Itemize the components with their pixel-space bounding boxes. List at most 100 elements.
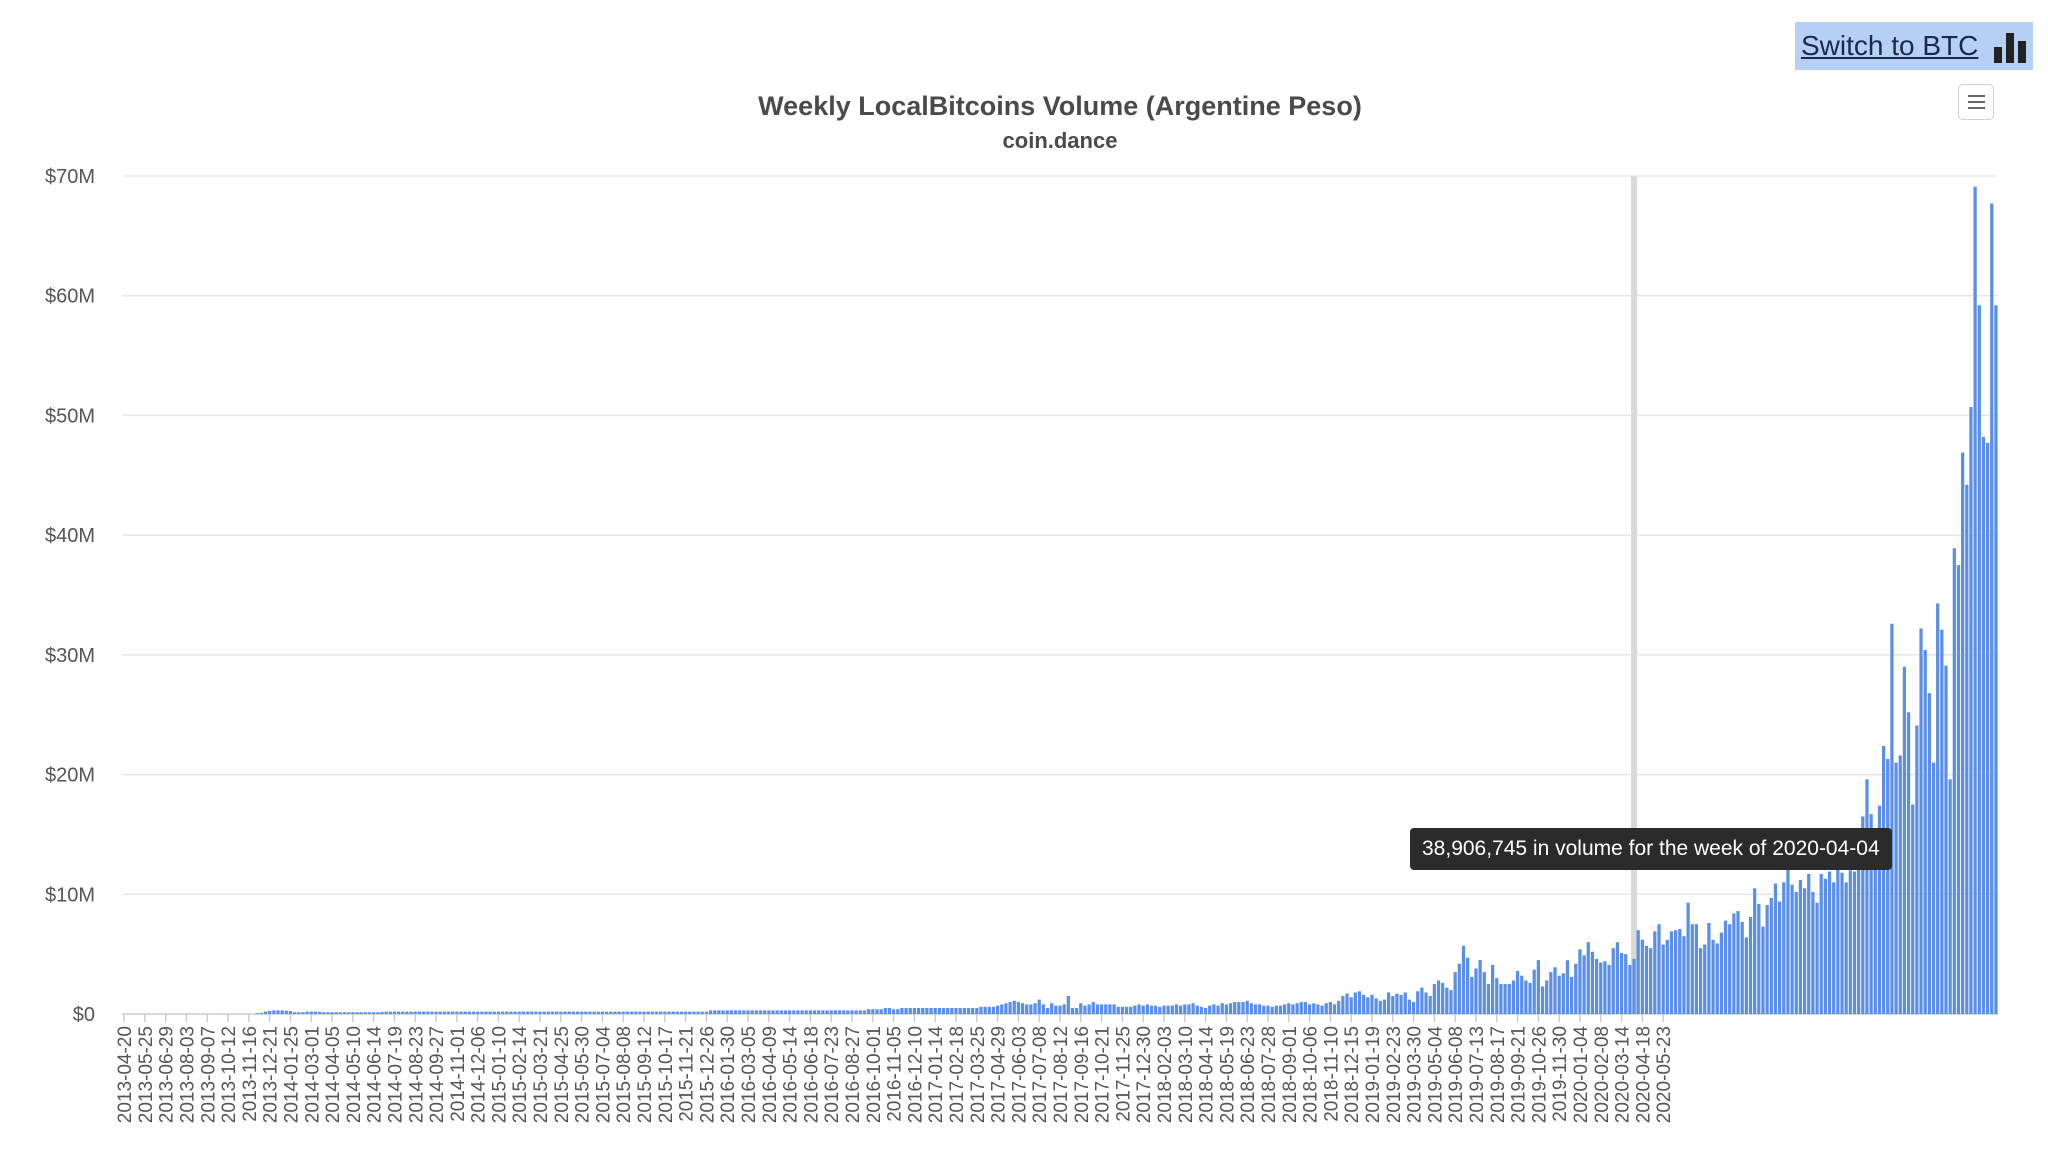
- bar[interactable]: [1686, 902, 1690, 1014]
- bar[interactable]: [1395, 993, 1399, 1014]
- bar[interactable]: [1906, 712, 1911, 1014]
- bar[interactable]: [638, 1011, 642, 1014]
- bar[interactable]: [1682, 936, 1686, 1014]
- bar[interactable]: [962, 1008, 966, 1014]
- bar[interactable]: [1927, 693, 1931, 1014]
- bar[interactable]: [1324, 1003, 1328, 1014]
- bar[interactable]: [1657, 924, 1661, 1014]
- bar[interactable]: [1832, 882, 1836, 1014]
- bar[interactable]: [1790, 884, 1794, 1014]
- bar[interactable]: [788, 1010, 792, 1014]
- bar[interactable]: [1649, 948, 1653, 1014]
- bar[interactable]: [1445, 987, 1449, 1014]
- bar[interactable]: [1728, 924, 1732, 1014]
- bar[interactable]: [1249, 1003, 1253, 1014]
- bar[interactable]: [1183, 1004, 1187, 1014]
- bar[interactable]: [1253, 1004, 1258, 1014]
- bar[interactable]: [1736, 911, 1740, 1014]
- bar[interactable]: [1923, 650, 1927, 1014]
- bar[interactable]: [1748, 917, 1753, 1014]
- bar[interactable]: [1461, 945, 1466, 1014]
- bar[interactable]: [1170, 1005, 1174, 1014]
- bar[interactable]: [1540, 986, 1545, 1014]
- bar[interactable]: [326, 1012, 330, 1014]
- bar[interactable]: [1195, 1005, 1199, 1014]
- bar[interactable]: [455, 1011, 459, 1014]
- bar[interactable]: [1852, 871, 1857, 1014]
- bar[interactable]: [1503, 984, 1507, 1014]
- bar[interactable]: [667, 1011, 671, 1014]
- bar[interactable]: [1287, 1003, 1291, 1014]
- bar[interactable]: [1594, 958, 1599, 1014]
- bar[interactable]: [925, 1008, 929, 1014]
- bar[interactable]: [1391, 996, 1395, 1014]
- bar[interactable]: [317, 1011, 322, 1014]
- bar[interactable]: [405, 1011, 409, 1014]
- bar[interactable]: [1940, 629, 1944, 1014]
- bar[interactable]: [588, 1011, 592, 1014]
- bar[interactable]: [1753, 888, 1757, 1014]
- bar[interactable]: [1599, 962, 1603, 1014]
- bar[interactable]: [293, 1012, 297, 1014]
- bar[interactable]: [500, 1011, 505, 1014]
- bar[interactable]: [933, 1008, 937, 1014]
- bar[interactable]: [555, 1011, 559, 1014]
- bar[interactable]: [858, 1010, 862, 1014]
- bar[interactable]: [1228, 1003, 1233, 1014]
- bar[interactable]: [1678, 929, 1682, 1014]
- bar[interactable]: [1357, 991, 1362, 1014]
- bar[interactable]: [1698, 948, 1703, 1014]
- bar[interactable]: [1524, 980, 1528, 1014]
- bar[interactable]: [837, 1010, 842, 1014]
- bar[interactable]: [476, 1011, 480, 1014]
- bar[interactable]: [1466, 957, 1470, 1014]
- bar[interactable]: [392, 1011, 397, 1014]
- bar[interactable]: [1956, 565, 1961, 1014]
- bar[interactable]: [946, 1008, 950, 1014]
- bar[interactable]: [1848, 870, 1852, 1014]
- bar[interactable]: [484, 1011, 488, 1014]
- bar[interactable]: [1278, 1005, 1283, 1014]
- bar[interactable]: [717, 1010, 721, 1014]
- bar[interactable]: [1124, 1006, 1129, 1014]
- bar[interactable]: [280, 1010, 284, 1014]
- bar[interactable]: [488, 1011, 492, 1014]
- bar[interactable]: [1511, 980, 1516, 1014]
- bar[interactable]: [1827, 871, 1832, 1014]
- bar[interactable]: [571, 1011, 575, 1014]
- bar[interactable]: [771, 1010, 775, 1014]
- bar[interactable]: [1112, 1004, 1116, 1014]
- bar[interactable]: [559, 1011, 563, 1014]
- bar[interactable]: [1936, 603, 1940, 1014]
- bar[interactable]: [1424, 992, 1428, 1014]
- bar[interactable]: [463, 1011, 467, 1014]
- bar[interactable]: [1407, 999, 1412, 1014]
- bar[interactable]: [796, 1010, 800, 1014]
- bar[interactable]: [688, 1011, 692, 1014]
- bar[interactable]: [1091, 1002, 1095, 1014]
- bar[interactable]: [1757, 903, 1761, 1014]
- bar[interactable]: [563, 1011, 567, 1014]
- bar[interactable]: [1037, 999, 1041, 1014]
- bar[interactable]: [1058, 1005, 1062, 1014]
- bar[interactable]: [600, 1011, 605, 1014]
- bar[interactable]: [1233, 1002, 1237, 1014]
- bar[interactable]: [1990, 203, 1994, 1014]
- bar[interactable]: [1565, 960, 1570, 1014]
- bar[interactable]: [1857, 864, 1861, 1014]
- bar[interactable]: [804, 1010, 808, 1014]
- bar[interactable]: [654, 1011, 659, 1014]
- bar[interactable]: [1545, 980, 1549, 1014]
- bar[interactable]: [1819, 873, 1823, 1014]
- bar[interactable]: [442, 1011, 446, 1014]
- bar[interactable]: [1840, 872, 1844, 1014]
- bar[interactable]: [941, 1008, 946, 1014]
- bar[interactable]: [347, 1012, 351, 1014]
- bar[interactable]: [1428, 996, 1432, 1014]
- bar[interactable]: [684, 1011, 688, 1014]
- bar[interactable]: [330, 1012, 334, 1014]
- bar[interactable]: [342, 1012, 347, 1014]
- bar[interactable]: [421, 1011, 426, 1014]
- bar[interactable]: [1952, 548, 1956, 1014]
- bar[interactable]: [1911, 804, 1915, 1015]
